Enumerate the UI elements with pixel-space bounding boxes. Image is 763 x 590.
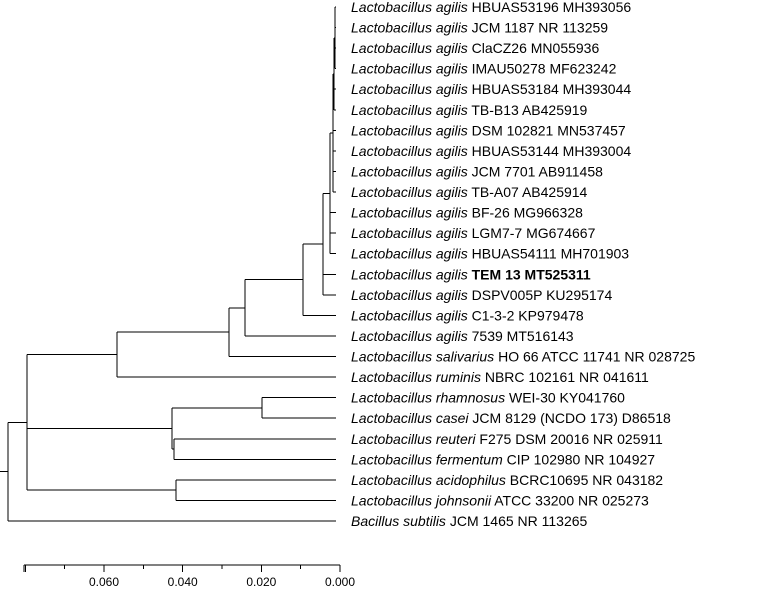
leaf-label: Lactobacillus fermentum CIP 102980 NR 10… — [351, 451, 655, 467]
species-name: Lactobacillus casei — [351, 410, 469, 426]
strain-accession: IMAU50278 MF623242 — [472, 61, 617, 77]
leaf-labels: Lactobacillus agilis HBUAS53196 MH393056… — [351, 0, 695, 529]
strain-accession: F275 DSM 20016 NR 025911 — [479, 431, 663, 447]
leaf-label: Lactobacillus agilis TEM 13 MT525311 — [351, 266, 591, 282]
species-name: Lactobacillus agilis — [351, 122, 468, 138]
distance-scale-axis: 0.060 0.040 0.020 0.000 — [23, 564, 355, 589]
tree-branches — [0, 6, 336, 522]
axis-tick-label: 0.040 — [168, 575, 198, 589]
leaf-label: Lactobacillus casei JCM 8129 (NCDO 173) … — [351, 410, 671, 426]
strain-accession: JCM 7701 AB911458 — [472, 163, 603, 179]
species-name: Lactobacillus agilis — [351, 40, 468, 56]
strain-accession: HBUAS53184 MH393044 — [472, 81, 632, 97]
leaf-label: Lactobacillus agilis HBUAS53196 MH393056 — [351, 0, 631, 15]
species-name: Lactobacillus rhamnosus — [351, 390, 505, 406]
leaf-label: Lactobacillus agilis HBUAS54111 MH701903 — [351, 246, 629, 262]
leaf-label: Lactobacillus agilis HBUAS53144 MH393004 — [351, 143, 631, 159]
species-name: Lactobacillus agilis — [351, 225, 468, 241]
leaf-label: Lactobacillus agilis ClaCZ26 MN055936 — [351, 40, 599, 56]
leaf-label: Lactobacillus agilis IMAU50278 MF623242 — [351, 61, 617, 77]
species-name: Lactobacillus agilis — [351, 307, 468, 323]
strain-accession: ATCC 33200 NR 025273 — [494, 492, 649, 508]
species-name: Lactobacillus agilis — [351, 61, 468, 77]
strain-accession: HO 66 ATCC 11741 NR 028725 — [498, 349, 695, 365]
axis-tick-label: 0.060 — [89, 575, 119, 589]
species-name: Lactobacillus acidophilus — [351, 472, 506, 488]
species-name: Lactobacillus agilis — [351, 205, 468, 221]
species-name: Lactobacillus agilis — [351, 287, 468, 303]
strain-accession: JCM 1187 NR 113259 — [472, 20, 609, 36]
species-name: Lactobacillus salivarius — [351, 349, 494, 365]
leaf-label: Lactobacillus salivarius HO 66 ATCC 1174… — [351, 349, 695, 365]
species-name: Lactobacillus agilis — [351, 328, 468, 344]
strain-accession: HBUAS53196 MH393056 — [472, 0, 632, 15]
strain-accession: TEM 13 MT525311 — [472, 266, 591, 282]
species-name: Bacillus subtilis — [351, 513, 446, 529]
strain-accession: HBUAS53144 MH393004 — [472, 143, 632, 159]
species-name: Lactobacillus ruminis — [351, 369, 481, 385]
leaf-label: Lactobacillus agilis 7539 MT516143 — [351, 328, 574, 344]
species-name: Lactobacillus agilis — [351, 163, 468, 179]
strain-accession: TB-B13 AB425919 — [471, 102, 587, 118]
leaf-label: Lactobacillus agilis TB-B13 AB425919 — [351, 102, 588, 118]
strain-accession: BF-26 MG966328 — [472, 205, 583, 221]
strain-accession: WEI-30 KY041760 — [509, 390, 625, 406]
species-name: Lactobacillus agilis — [351, 266, 468, 282]
strain-accession: JCM 1465 NR 113265 — [450, 513, 588, 529]
leaf-label: Lactobacillus agilis JCM 1187 NR 113259 — [351, 20, 608, 36]
leaf-label: Lactobacillus agilis DSPV005P KU295174 — [351, 287, 612, 303]
species-name: Lactobacillus agilis — [351, 20, 468, 36]
strain-accession: NBRC 102161 NR 041611 — [485, 369, 649, 385]
strain-accession: ClaCZ26 MN055936 — [472, 40, 600, 56]
species-name: Lactobacillus agilis — [351, 246, 468, 262]
leaf-label: Lactobacillus agilis JCM 7701 AB911458 — [351, 163, 603, 179]
leaf-label: Lactobacillus agilis LGM7-7 MG674667 — [351, 225, 596, 241]
species-name: Lactobacillus agilis — [351, 81, 468, 97]
strain-accession: DSM 102821 MN537457 — [472, 122, 626, 138]
strain-accession: 7539 MT516143 — [472, 328, 574, 344]
species-name: Lactobacillus agilis — [351, 143, 468, 159]
species-name: Lactobacillus fermentum — [351, 451, 503, 467]
species-name: Lactobacillus agilis — [351, 0, 468, 15]
species-name: Lactobacillus johnsonii — [351, 492, 492, 508]
leaf-label: Lactobacillus agilis BF-26 MG966328 — [351, 205, 583, 221]
axis-tick-label: 0.000 — [325, 575, 355, 589]
strain-accession: TB-A07 AB425914 — [471, 184, 587, 200]
leaf-label: Lactobacillus agilis DSM 102821 MN537457 — [351, 122, 626, 138]
leaf-label: Bacillus subtilis JCM 1465 NR 113265 — [351, 513, 588, 529]
leaf-label: Lactobacillus reuteri F275 DSM 20016 NR … — [351, 431, 663, 447]
strain-accession: BCRC10695 NR 043182 — [510, 472, 664, 488]
leaf-label: Lactobacillus agilis C1-3-2 KP979478 — [351, 307, 584, 323]
species-name: Lactobacillus agilis — [351, 102, 468, 118]
strain-accession: CIP 102980 NR 104927 — [507, 451, 656, 467]
leaf-label: Lactobacillus johnsonii ATCC 33200 NR 02… — [351, 492, 649, 508]
strain-accession: JCM 8129 (NCDO 173) D86518 — [472, 410, 671, 426]
leaf-label: Lactobacillus agilis HBUAS53184 MH393044 — [351, 81, 631, 97]
strain-accession: HBUAS54111 MH701903 — [472, 246, 630, 262]
species-name: Lactobacillus agilis — [351, 184, 468, 200]
leaf-label: Lactobacillus acidophilus BCRC10695 NR 0… — [351, 472, 663, 488]
leaf-label: Lactobacillus agilis TB-A07 AB425914 — [351, 184, 588, 200]
axis-tick-label: 0.020 — [246, 575, 276, 589]
strain-accession: C1-3-2 KP979478 — [472, 307, 584, 323]
leaf-label: Lactobacillus ruminis NBRC 102161 NR 041… — [351, 369, 649, 385]
strain-accession: DSPV005P KU295174 — [472, 287, 613, 303]
species-name: Lactobacillus reuteri — [351, 431, 476, 447]
leaf-label: Lactobacillus rhamnosus WEI-30 KY041760 — [351, 390, 625, 406]
strain-accession: LGM7-7 MG674667 — [472, 225, 596, 241]
